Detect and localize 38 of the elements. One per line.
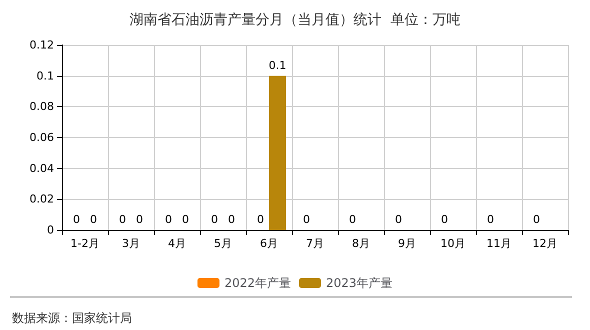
data-label: 0 [119,213,126,226]
y-tick-label: 0.08 [30,100,54,114]
data-label: 0 [182,213,189,226]
data-label: 0 [487,213,494,226]
x-tick-label: 12月 [532,237,558,250]
data-label: 0 [136,213,143,226]
legend-label: 2022年产量 [224,276,292,290]
x-tick-label: 9月 [398,237,416,250]
x-tick-label: 5月 [214,237,232,250]
data-label: 0 [228,213,235,226]
y-tick-label: 0.1 [36,69,54,82]
data-label: 0 [349,213,356,226]
data-label: 0 [533,213,540,226]
data-label: 0 [211,213,218,226]
data-label: 0.1 [268,58,286,72]
y-tick-label: 0.12 [30,38,54,52]
source-note: 数据来源：国家统计局 [12,311,132,325]
data-label: 0 [441,213,448,226]
x-tick-label: 7月 [306,237,324,250]
data-label: 0 [257,213,264,226]
x-tick-label: 6月 [260,237,278,250]
x-tick-label: 11月 [486,237,512,250]
x-tick-label: 4月 [168,237,186,250]
x-tick-label: 10月 [440,237,466,250]
x-tick-label: 1-2月 [70,237,100,250]
y-tick-label: 0.04 [30,162,54,175]
y-tick-label: 0 [47,224,54,236]
data-label: 0 [73,213,80,226]
y-tick-label: 0.06 [30,131,54,144]
legend-label: 2023年产量 [326,276,393,290]
data-label: 0 [90,213,97,226]
x-tick-label: 8月 [352,237,370,250]
data-label: 0 [165,213,172,226]
y-tick-label: 0.02 [30,192,54,206]
x-tick-label: 3月 [122,237,140,250]
data-label: 0 [303,213,310,226]
data-label: 0 [395,213,402,226]
chart-title: 湖南省石油沥青产量分月（当月值）统计 单位：万吨 [130,12,460,28]
